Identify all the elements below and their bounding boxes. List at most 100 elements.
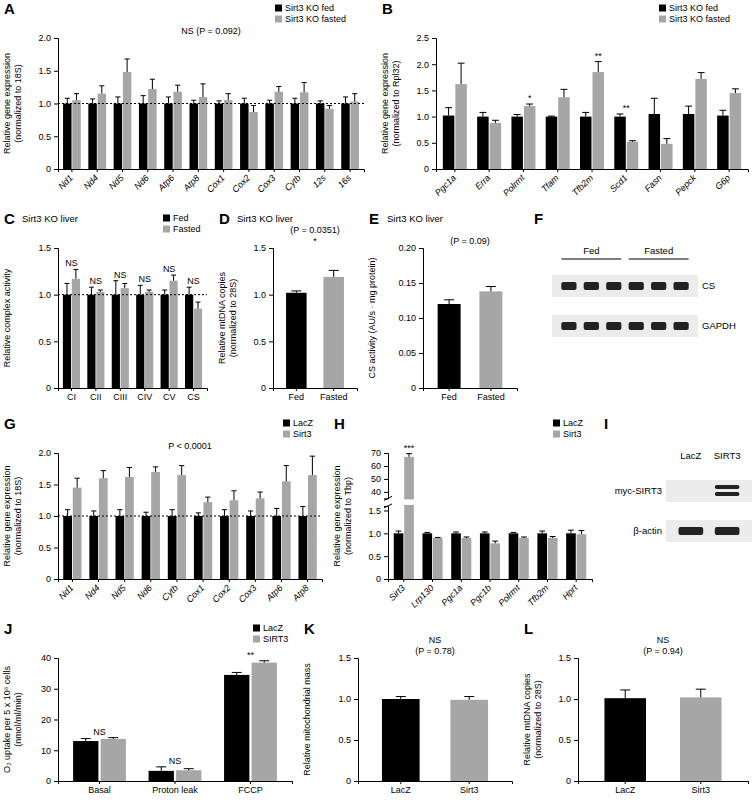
legend-label: LacZ xyxy=(263,623,284,633)
y-tick: 2.0 xyxy=(38,448,58,458)
y-tick: 0 xyxy=(346,776,358,786)
bar xyxy=(341,104,349,170)
y-axis-title: (normalized to Rpl32) xyxy=(391,60,401,146)
legend-swatch xyxy=(283,431,290,438)
error-bar xyxy=(629,141,636,142)
x-tick-label: Proton leak xyxy=(152,785,198,795)
y-tick-mark xyxy=(574,699,578,700)
y-tick: 1.5 xyxy=(38,480,58,490)
y-tick: 0.5 xyxy=(558,735,578,745)
x-tick-mark xyxy=(432,579,433,582)
x-tick: Fasn xyxy=(642,169,663,194)
reference-line xyxy=(58,516,322,517)
x-tick-mark xyxy=(403,579,404,582)
legend-label: Sirt3 KO fed xyxy=(669,3,718,13)
y-tick-label: 1.5 xyxy=(38,480,51,490)
bar xyxy=(145,292,153,388)
x-tick-label: Nd4 xyxy=(82,173,101,192)
x-axis: CICIICIIICIVCVCS xyxy=(59,388,208,402)
y-tick-label: 0 xyxy=(566,776,571,786)
bar xyxy=(477,117,489,169)
x-tick: Cytb xyxy=(160,579,180,603)
x-tick: G6p xyxy=(713,169,732,192)
bar xyxy=(422,533,432,579)
error-bar xyxy=(81,739,91,741)
x-tick-label: Pgc1a xyxy=(433,173,458,198)
x-tick: Hprt xyxy=(560,579,579,602)
panel-label: F xyxy=(534,210,543,227)
error-bar xyxy=(396,697,406,699)
x-tick-label: Nd4 xyxy=(83,583,102,602)
error-bar xyxy=(458,63,465,84)
y-tick-mark xyxy=(574,658,578,659)
x-tick-mark xyxy=(547,579,548,582)
blot-band xyxy=(651,322,666,330)
x-tick-label: LacZ xyxy=(615,785,636,795)
x-tick-mark xyxy=(461,579,462,582)
error-bar xyxy=(117,510,122,516)
y-tick-mark xyxy=(54,341,58,342)
y-tick-label: 1.5 xyxy=(38,243,51,253)
blot-band xyxy=(715,485,740,489)
bar xyxy=(101,739,126,781)
y-tick: 1.0 xyxy=(338,694,358,704)
x-tick: Nd5 xyxy=(109,579,128,601)
error-bar xyxy=(302,83,307,93)
y-tick: 20 xyxy=(41,715,58,725)
bar xyxy=(730,93,742,169)
x-tick-mark xyxy=(729,169,730,172)
x-axis-line xyxy=(579,782,749,785)
y-tick: 40 xyxy=(371,487,388,497)
error-bar xyxy=(310,456,315,475)
error-bar xyxy=(162,290,167,295)
y-tick-mark xyxy=(54,248,58,249)
x-tick-mark xyxy=(700,781,701,784)
y-tick: 0.10 xyxy=(398,313,423,323)
y-tick-label: 0.5 xyxy=(368,552,381,562)
x-tick-label: 12s xyxy=(311,172,329,190)
y-tick-mark xyxy=(54,453,58,454)
bar xyxy=(443,116,455,169)
blot-band xyxy=(606,282,621,290)
panel: G00.51.01.52.0Nd1Nd4Nd5Nd6CytbCox1Cox2Co… xyxy=(2,415,323,605)
legend-swatch xyxy=(163,226,170,233)
x-tick-mark xyxy=(175,781,176,784)
bar xyxy=(614,117,626,169)
y-tick: 0.15 xyxy=(398,278,423,288)
y-tick-label: 1.0 xyxy=(338,694,351,704)
legend: FedFasted xyxy=(163,213,201,234)
y-axis-title: (normalized to 28S) xyxy=(228,279,238,358)
bar xyxy=(433,538,443,579)
error-bar xyxy=(479,112,486,116)
bar xyxy=(316,104,324,170)
y-tick-label: 1.5 xyxy=(38,66,51,76)
error-bar xyxy=(550,537,556,538)
error-bar xyxy=(171,275,176,281)
y-tick: 2.0 xyxy=(38,33,58,43)
bar xyxy=(272,516,281,579)
error-bar xyxy=(187,287,192,294)
bar xyxy=(96,292,104,388)
blot-band xyxy=(673,282,688,290)
y-tick-mark xyxy=(419,248,423,249)
blot-band xyxy=(715,492,740,496)
error-bar xyxy=(486,287,496,292)
x-tick-label: CV xyxy=(163,392,176,402)
plot: 010203040BasalProton leakFCCPO₂ uptake p… xyxy=(2,650,293,796)
annotation: (P = 0.09) xyxy=(450,236,490,246)
y-tick: 40 xyxy=(41,653,58,663)
x-tick-mark xyxy=(193,388,194,391)
x-axis-line xyxy=(59,170,365,173)
blot-band xyxy=(679,527,704,535)
bar xyxy=(169,281,177,388)
y-tick: 0 xyxy=(424,164,436,174)
bar xyxy=(265,104,273,170)
x-tick-mark xyxy=(71,169,72,172)
bar xyxy=(224,675,249,781)
bar xyxy=(350,102,358,169)
x-axis: FedFasted xyxy=(424,388,518,402)
x-tick-label: Nd6 xyxy=(132,173,151,192)
y-tick-mark xyxy=(384,466,388,467)
error-bar xyxy=(251,105,256,112)
plot-area xyxy=(394,454,587,579)
